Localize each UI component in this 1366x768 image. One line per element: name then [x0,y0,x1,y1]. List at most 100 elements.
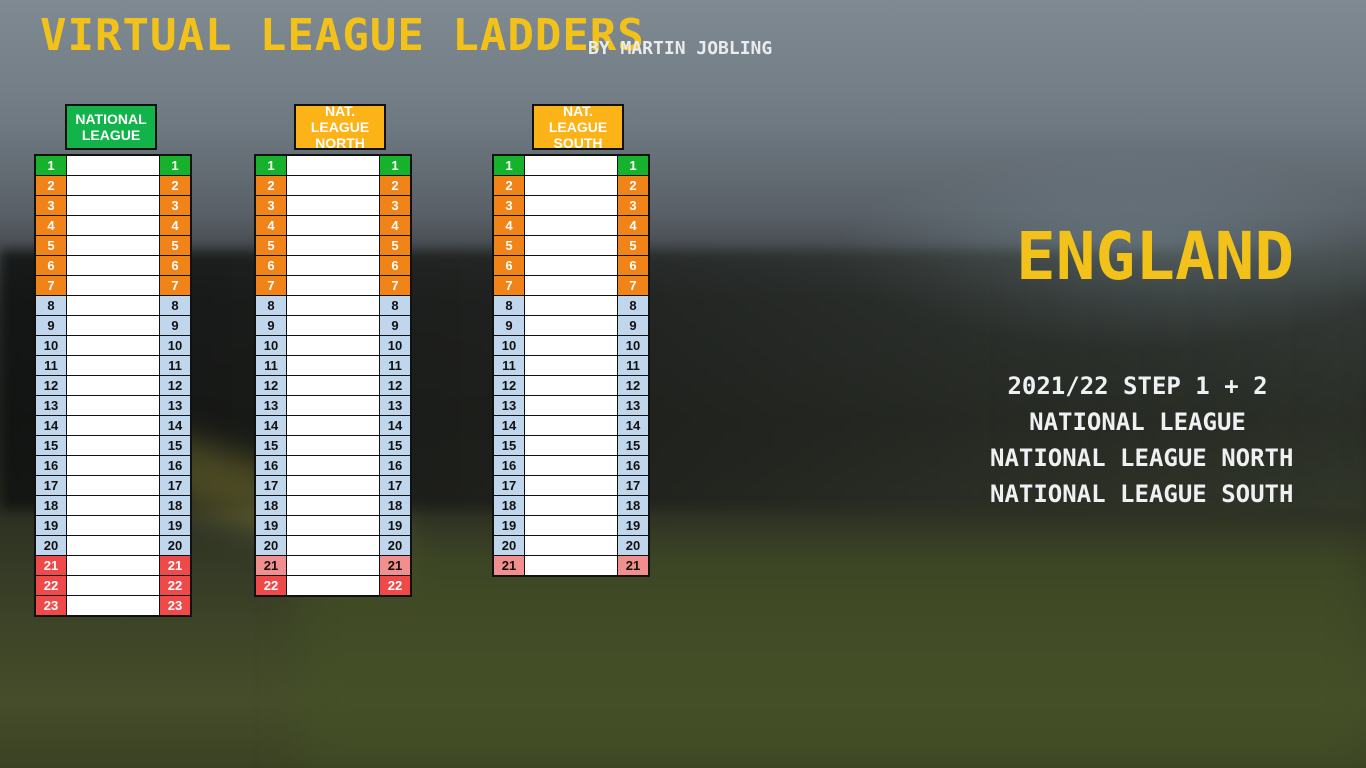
position-number-left: 3 [494,196,525,215]
team-slot[interactable] [67,276,159,295]
team-slot[interactable] [287,196,379,215]
ladder-row: 18 18 [36,496,190,516]
position-number-left: 22 [256,576,287,595]
team-slot[interactable] [67,396,159,415]
team-slot[interactable] [67,356,159,375]
position-number-left: 1 [256,156,287,175]
team-slot[interactable] [287,336,379,355]
team-slot[interactable] [67,516,159,535]
team-slot[interactable] [67,236,159,255]
team-slot[interactable] [287,496,379,515]
team-slot[interactable] [525,516,617,535]
team-slot[interactable] [287,216,379,235]
team-slot[interactable] [67,196,159,215]
team-slot[interactable] [525,476,617,495]
team-slot[interactable] [287,356,379,375]
position-number-left: 9 [256,316,287,335]
ladder-row: 13 13 [256,396,410,416]
team-slot[interactable] [67,476,159,495]
team-slot[interactable] [67,256,159,275]
position-number-left: 11 [256,356,287,375]
team-slot[interactable] [67,576,159,595]
team-slot[interactable] [287,536,379,555]
team-slot[interactable] [67,436,159,455]
team-slot[interactable] [67,336,159,355]
ladder-row: 13 13 [494,396,648,416]
team-slot[interactable] [67,556,159,575]
team-slot[interactable] [287,476,379,495]
position-number-right: 2 [379,176,410,195]
team-slot[interactable] [67,296,159,315]
position-number-left: 2 [256,176,287,195]
team-slot[interactable] [287,456,379,475]
team-slot[interactable] [287,556,379,575]
team-slot[interactable] [67,536,159,555]
team-slot[interactable] [525,276,617,295]
team-slot[interactable] [67,216,159,235]
position-number-left: 11 [36,356,67,375]
team-slot[interactable] [525,416,617,435]
position-number-right: 19 [617,516,648,535]
ladder-row: 16 16 [36,456,190,476]
team-slot[interactable] [525,236,617,255]
team-slot[interactable] [525,216,617,235]
position-number-left: 12 [256,376,287,395]
position-number-left: 13 [256,396,287,415]
team-slot[interactable] [67,596,159,615]
team-slot[interactable] [525,336,617,355]
team-slot[interactable] [287,436,379,455]
ladder-row: 17 17 [494,476,648,496]
team-slot[interactable] [525,536,617,555]
team-slot[interactable] [287,256,379,275]
team-slot[interactable] [287,416,379,435]
position-number-left: 14 [256,416,287,435]
team-slot[interactable] [525,436,617,455]
team-slot[interactable] [287,176,379,195]
team-slot[interactable] [525,456,617,475]
team-slot[interactable] [67,176,159,195]
position-number-right: 7 [379,276,410,295]
team-slot[interactable] [525,496,617,515]
team-slot[interactable] [525,196,617,215]
team-slot[interactable] [525,556,617,575]
team-slot[interactable] [525,256,617,275]
team-slot[interactable] [525,356,617,375]
position-number-left: 9 [36,316,67,335]
team-slot[interactable] [67,156,159,175]
team-slot[interactable] [287,576,379,595]
team-slot[interactable] [287,236,379,255]
position-number-left: 9 [494,316,525,335]
team-slot[interactable] [287,516,379,535]
team-slot[interactable] [67,416,159,435]
position-number-right: 20 [617,536,648,555]
team-slot[interactable] [525,316,617,335]
team-slot[interactable] [287,156,379,175]
team-slot[interactable] [525,156,617,175]
position-number-left: 11 [494,356,525,375]
team-slot[interactable] [67,456,159,475]
team-slot[interactable] [287,276,379,295]
team-slot[interactable] [287,396,379,415]
team-slot[interactable] [67,316,159,335]
team-slot[interactable] [287,316,379,335]
position-number-right: 21 [617,556,648,575]
team-slot[interactable] [287,376,379,395]
position-number-right: 13 [617,396,648,415]
team-slot[interactable] [525,376,617,395]
team-slot[interactable] [525,396,617,415]
team-slot[interactable] [525,176,617,195]
team-slot[interactable] [67,376,159,395]
team-slot[interactable] [287,296,379,315]
ladder-header: NAT. LEAGUE SOUTH [532,103,624,151]
team-slot[interactable] [525,296,617,315]
team-slot[interactable] [67,496,159,515]
position-number-left: 17 [36,476,67,495]
position-number-left: 13 [36,396,67,415]
position-number-right: 21 [379,556,410,575]
page-title: VIRTUAL LEAGUE LADDERS [40,10,645,61]
position-number-left: 16 [494,456,525,475]
